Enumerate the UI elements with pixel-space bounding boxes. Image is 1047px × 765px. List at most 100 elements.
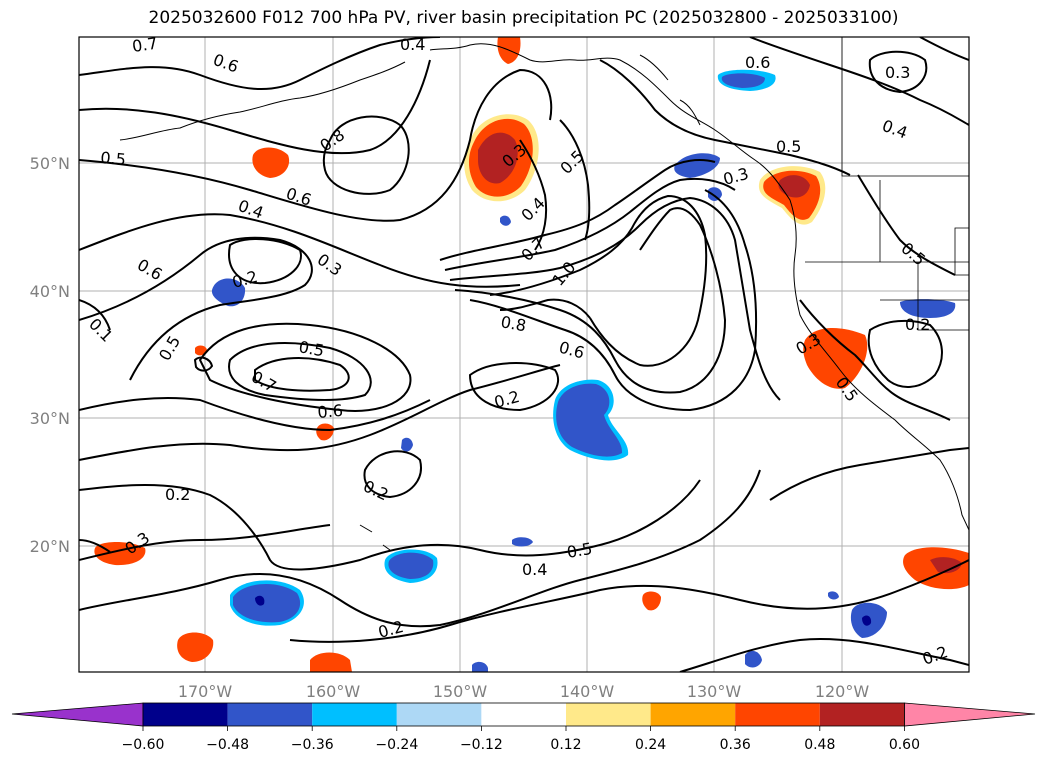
colorbar-bin [566, 703, 651, 726]
contour-line [559, 119, 591, 241]
colorbar-tick-label: 0.36 [720, 737, 751, 753]
precip-blob-small-2 [642, 591, 661, 611]
contour-line [79, 299, 111, 331]
contour-label: 0.5 [565, 539, 593, 562]
colorbar-bin [735, 703, 820, 726]
contour-label: 0.6 [745, 53, 770, 72]
colorbar-tick-label: −0.12 [460, 737, 503, 753]
precip-blob-pacific-nw [758, 166, 826, 225]
precip-blob-ca-negative [900, 299, 956, 318]
contour-label: 0.2 [905, 315, 930, 334]
colorbar-extend-left [11, 702, 144, 727]
precip-blob-small-1 [316, 423, 334, 441]
contour-line [499, 298, 591, 319]
precip-blob-small-blue-2 [745, 650, 762, 668]
contour-line [79, 68, 553, 222]
contour-line [228, 238, 302, 285]
precip-blob-subtropical-negative [553, 379, 629, 461]
contour-line [468, 362, 560, 412]
contour-line [79, 59, 431, 155]
colorbar-tick-label: 0.12 [550, 737, 581, 753]
contour-line [289, 559, 969, 643]
coastlines [119, 43, 969, 551]
precip-blob-small-blue-1 [401, 437, 413, 452]
colorbar-tick-label: 0.48 [804, 737, 835, 753]
contour-line [198, 322, 412, 412]
colorbar-tick-label: −0.60 [122, 737, 165, 753]
precip-blob-small-blue-3 [512, 537, 533, 547]
lon-label-140w: 140°W [560, 682, 615, 701]
contour-line [679, 638, 969, 672]
precip-blob-west-50n [252, 147, 290, 178]
colorbar-bin [143, 703, 228, 726]
precip-blob-bc-coast [674, 153, 720, 178]
contour-line [79, 397, 431, 432]
lon-label-170w: 170°W [178, 682, 233, 701]
colorbar-tick-label: −0.36 [291, 737, 334, 753]
lon-label-120w: 120°W [815, 682, 870, 701]
contour-line [322, 115, 410, 195]
lon-label-150w: 150°W [433, 682, 488, 701]
map-panel: 0.7 0.6 0.4 0.5 0.3 0.8 0.5 0.6 0.4 0.3 … [79, 34, 969, 672]
contour-line [79, 236, 313, 381]
lon-labels: 170°W 160°W 150°W 140°W 130°W 120°W [178, 682, 870, 701]
precip-blob-west-40n [211, 278, 246, 307]
precip-blob-sw-3 [310, 652, 352, 672]
contour-line [193, 356, 214, 372]
colorbar-bin [396, 703, 482, 726]
lon-label-130w: 130°W [687, 682, 742, 701]
lat-label-50n: 50°N [30, 154, 70, 173]
contour-line [519, 139, 548, 251]
colorbar-tick-label: 0.24 [635, 737, 666, 753]
contour-label: 0.5 [100, 148, 127, 169]
map-title: 2025032600 F012 700 hPa PV, river basin … [148, 8, 899, 28]
contour-line [469, 189, 758, 412]
contour-label: 0.7 [131, 34, 159, 56]
contour-line [79, 479, 701, 571]
borders [805, 37, 969, 331]
contour-line [79, 539, 111, 553]
lat-label-30n: 30°N [30, 409, 70, 428]
contour-label: 0.8 [499, 312, 527, 335]
contour-label: 0.2 [165, 485, 190, 504]
contour-line [449, 196, 781, 401]
colorbar: −0.60 −0.48 −0.36 −0.24 −0.12 0.12 0.24 … [11, 702, 1036, 753]
contour-line [799, 299, 951, 421]
pv-contours [79, 37, 969, 672]
colorbar-bin [819, 703, 905, 726]
colorbar-tick-label: −0.24 [375, 737, 418, 753]
contour-line [769, 447, 969, 501]
contour-line [79, 213, 521, 288]
lat-label-20n: 20°N [30, 537, 70, 556]
precip-blob-small-3 [195, 345, 207, 356]
lon-label-160w: 160°W [306, 682, 361, 701]
colorbar-extend-right [904, 702, 1036, 727]
precip-blob-small-blue-4 [828, 591, 839, 600]
contour-line [79, 364, 561, 461]
contour-label: 0.4 [522, 560, 547, 579]
lat-labels: 50°N 40°N 30°N 20°N [30, 154, 70, 556]
contour-label: 0.5 [776, 137, 801, 156]
contour-line [79, 469, 761, 628]
precip-blob-west-negative [230, 580, 304, 626]
contour-line [867, 319, 943, 388]
contour-line [599, 59, 851, 176]
colorbar-bin [650, 703, 736, 726]
colorbar-frame [142, 702, 905, 727]
precip-blob-small-blue-5 [500, 215, 511, 226]
precip-blob-sw-2 [177, 632, 214, 662]
contour-line [454, 207, 727, 394]
contour-line [857, 174, 956, 276]
contour-line [919, 37, 969, 61]
contour-line [228, 342, 372, 401]
colorbar-bin [312, 703, 397, 726]
contour-line [363, 450, 422, 499]
contour-line [254, 357, 350, 392]
contour-line [868, 50, 928, 94]
colorbar-bin [227, 703, 313, 726]
contour-line [444, 177, 736, 271]
contour-line [79, 524, 331, 561]
contour-label: 0.5 [297, 337, 325, 360]
precip-blob-small-blue-7 [708, 187, 722, 201]
contour-label: 0.3 [885, 63, 910, 82]
